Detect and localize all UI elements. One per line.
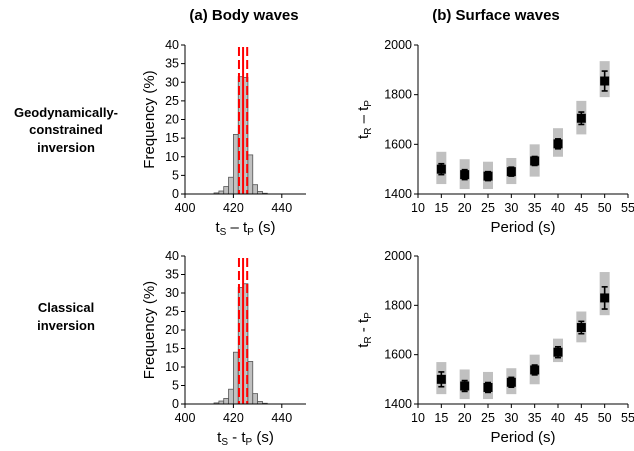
x-tick-label: 45 (574, 411, 588, 425)
data-point (600, 293, 610, 303)
x-tick-label: 40 (551, 411, 565, 425)
data-point (436, 374, 446, 384)
data-point (600, 76, 610, 86)
x-tick-label: 25 (481, 201, 495, 215)
x-axis-label: tS - tP (s) (217, 429, 274, 448)
histogram-bar (223, 398, 229, 405)
x-tick-label: 15 (434, 411, 448, 425)
x-tick-label: 35 (528, 411, 542, 425)
x-tick-label: 400 (175, 411, 196, 425)
histogram-bar (252, 184, 258, 195)
histogram-panel-geodynamic: 0 5 10 15 20 25 30 35 40 400 420 440 Frequency (%) tS… (141, 38, 306, 238)
x-tick-label: 440 (271, 411, 292, 425)
histogram-bar (232, 351, 239, 405)
histogram-panel-classical: 0 5 10 15 20 25 30 35 40 400 420 440 Frequency (%) tS… (141, 249, 306, 448)
data-point (483, 171, 493, 181)
y-tick-label: 1800 (384, 298, 412, 312)
y-tick-label: 25 (165, 305, 179, 319)
x-axis-label: tS – tP (s) (215, 219, 275, 238)
x-tick-label: 50 (598, 411, 612, 425)
x-tick-label: 420 (223, 201, 244, 215)
y-tick-label: 40 (165, 249, 179, 263)
x-tick-label: 10 (411, 411, 425, 425)
y-tick-label: 0 (172, 187, 179, 201)
y-tick-label: 1600 (384, 137, 412, 151)
y-tick-label: 1400 (384, 397, 412, 411)
row-label-line: constrained (29, 122, 103, 137)
x-tick-label: 20 (458, 201, 472, 215)
y-tick-label: 5 (172, 168, 179, 182)
row-label-line: Geodynamically- (14, 105, 118, 120)
x-tick-label: 440 (271, 201, 292, 215)
y-tick-label: 1400 (384, 187, 412, 201)
scatter-panel-geodynamic: 1400 1600 1800 2000 10 15 20 25 30 35 40 45 50 55 Peri… (355, 38, 634, 236)
x-tick-label: 25 (481, 411, 495, 425)
x-tick-label: 45 (574, 201, 588, 215)
x-tick-label: 10 (411, 201, 425, 215)
y-axis-label: tR – tP (355, 100, 374, 139)
x-tick-label: 40 (551, 201, 565, 215)
data-point (460, 170, 470, 180)
histogram-bar (223, 186, 229, 195)
x-tick-label: 420 (223, 411, 244, 425)
y-tick-label: 15 (165, 342, 179, 356)
x-tick-label: 55 (621, 411, 634, 425)
histogram-bar (247, 361, 254, 405)
data-point (576, 323, 586, 333)
y-tick-label: 2000 (384, 38, 412, 52)
y-tick-label: 35 (165, 268, 179, 282)
histogram-bar (252, 393, 258, 405)
data-point (576, 113, 586, 123)
y-tick-label: 5 (172, 379, 179, 393)
y-axis-label: Frequency (%) (141, 281, 158, 379)
y-tick-label: 20 (165, 113, 179, 127)
row-label-line: inversion (37, 318, 95, 333)
scatter-panel-classical: 1400 1600 1800 2000 10 15 20 25 30 35 40 45 50 55 Peri… (355, 249, 634, 446)
y-tick-label: 15 (165, 131, 179, 145)
data-point (436, 164, 446, 174)
y-tick-label: 0 (172, 397, 179, 411)
y-tick-label: 30 (165, 75, 179, 89)
x-tick-label: 30 (504, 201, 518, 215)
x-tick-label: 55 (621, 201, 634, 215)
x-tick-label: 20 (458, 411, 472, 425)
y-tick-label: 10 (165, 150, 179, 164)
x-axis-label: Period (s) (490, 429, 555, 446)
data-point (460, 381, 470, 391)
data-point (530, 156, 540, 166)
column-title-b: (b) Surface waves (432, 7, 560, 24)
y-tick-label: 10 (165, 360, 179, 374)
x-tick-label: 15 (434, 201, 448, 215)
x-tick-label: 30 (504, 411, 518, 425)
x-tick-label: 50 (598, 201, 612, 215)
data-point (506, 167, 516, 177)
row-label-line: Classical (38, 300, 94, 315)
histogram-bar (228, 388, 234, 405)
y-tick-label: 40 (165, 38, 179, 52)
data-point (530, 365, 540, 375)
x-tick-label: 400 (175, 201, 196, 215)
y-tick-label: 30 (165, 286, 179, 300)
y-tick-label: 1800 (384, 88, 412, 102)
row-label-line: inversion (37, 140, 95, 155)
column-title-a: (a) Body waves (189, 7, 298, 24)
histogram-bar (232, 133, 239, 195)
x-tick-label: 35 (528, 201, 542, 215)
y-tick-label: 1600 (384, 348, 412, 362)
y-axis-label: tR - tP (355, 312, 374, 348)
y-tick-label: 35 (165, 57, 179, 71)
data-point (506, 377, 516, 387)
y-tick-label: 2000 (384, 249, 412, 263)
histogram-bar (247, 154, 254, 195)
y-tick-label: 20 (165, 323, 179, 337)
data-point (553, 347, 563, 357)
y-axis-label: Frequency (%) (141, 70, 158, 168)
y-tick-label: 25 (165, 94, 179, 108)
histogram-bar (228, 176, 234, 195)
x-axis-label: Period (s) (490, 219, 555, 236)
data-point (553, 139, 563, 149)
data-point (483, 382, 493, 392)
